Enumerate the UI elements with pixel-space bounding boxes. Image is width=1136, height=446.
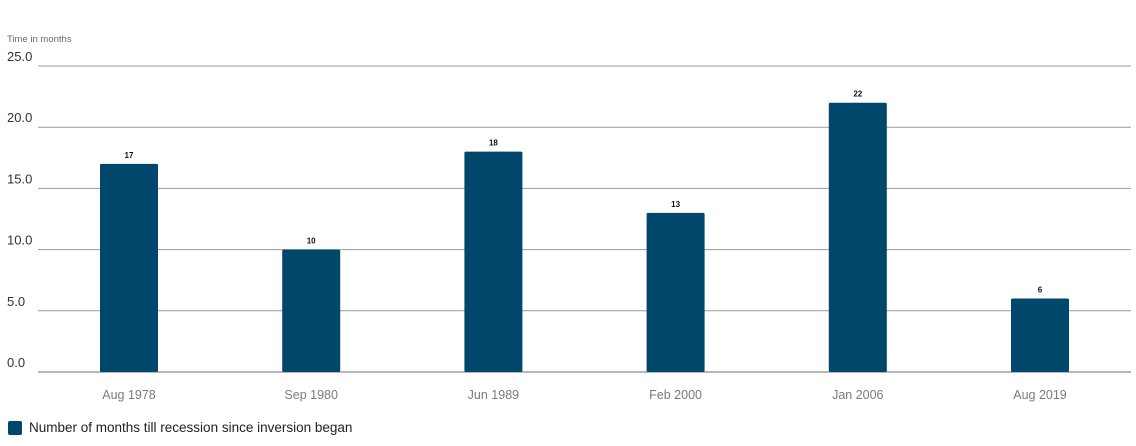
y-tick-label: 20.0 bbox=[7, 110, 32, 125]
bar bbox=[464, 151, 523, 372]
y-axis-ticks: 0.0 5.0 10.0 15.0 20.0 25.0 bbox=[7, 49, 32, 370]
data-label: 18 bbox=[489, 139, 498, 148]
bar bbox=[100, 163, 158, 372]
data-label: 13 bbox=[671, 200, 680, 209]
y-tick-label: 0.0 bbox=[7, 355, 25, 370]
x-tick-label: Jun 1989 bbox=[468, 388, 519, 402]
gridlines bbox=[38, 65, 1131, 373]
x-axis-ticks: Aug 1978 Sep 1980 Jun 1989 Feb 2000 Jan 2006… bbox=[102, 388, 1067, 402]
y-axis-unit-label: Time in months bbox=[7, 34, 72, 45]
bar bbox=[282, 249, 341, 372]
legend-swatch bbox=[8, 420, 22, 435]
legend-label: Number of months till recession since in… bbox=[29, 420, 353, 435]
x-tick-label: Aug 1978 bbox=[102, 388, 156, 402]
bars bbox=[100, 102, 1069, 372]
legend: Number of months till recession since in… bbox=[8, 420, 352, 435]
y-tick-label: 25.0 bbox=[7, 49, 32, 64]
x-tick-label: Feb 2000 bbox=[649, 388, 702, 402]
data-label: 17 bbox=[125, 151, 134, 160]
data-labels: 17 10 18 13 22 6 bbox=[125, 90, 1043, 295]
y-tick-label: 10.0 bbox=[7, 233, 32, 248]
data-label: 22 bbox=[853, 90, 862, 99]
bar bbox=[646, 212, 705, 372]
data-label: 6 bbox=[1038, 286, 1043, 295]
x-tick-label: Sep 1980 bbox=[284, 388, 338, 402]
x-tick-label: Aug 2019 bbox=[1013, 388, 1067, 402]
y-tick-label: 5.0 bbox=[7, 294, 25, 309]
bar bbox=[1011, 298, 1069, 372]
bar bbox=[828, 102, 887, 372]
x-tick-label: Jan 2006 bbox=[832, 388, 883, 402]
y-tick-label: 15.0 bbox=[7, 171, 32, 186]
data-label: 10 bbox=[307, 237, 316, 246]
